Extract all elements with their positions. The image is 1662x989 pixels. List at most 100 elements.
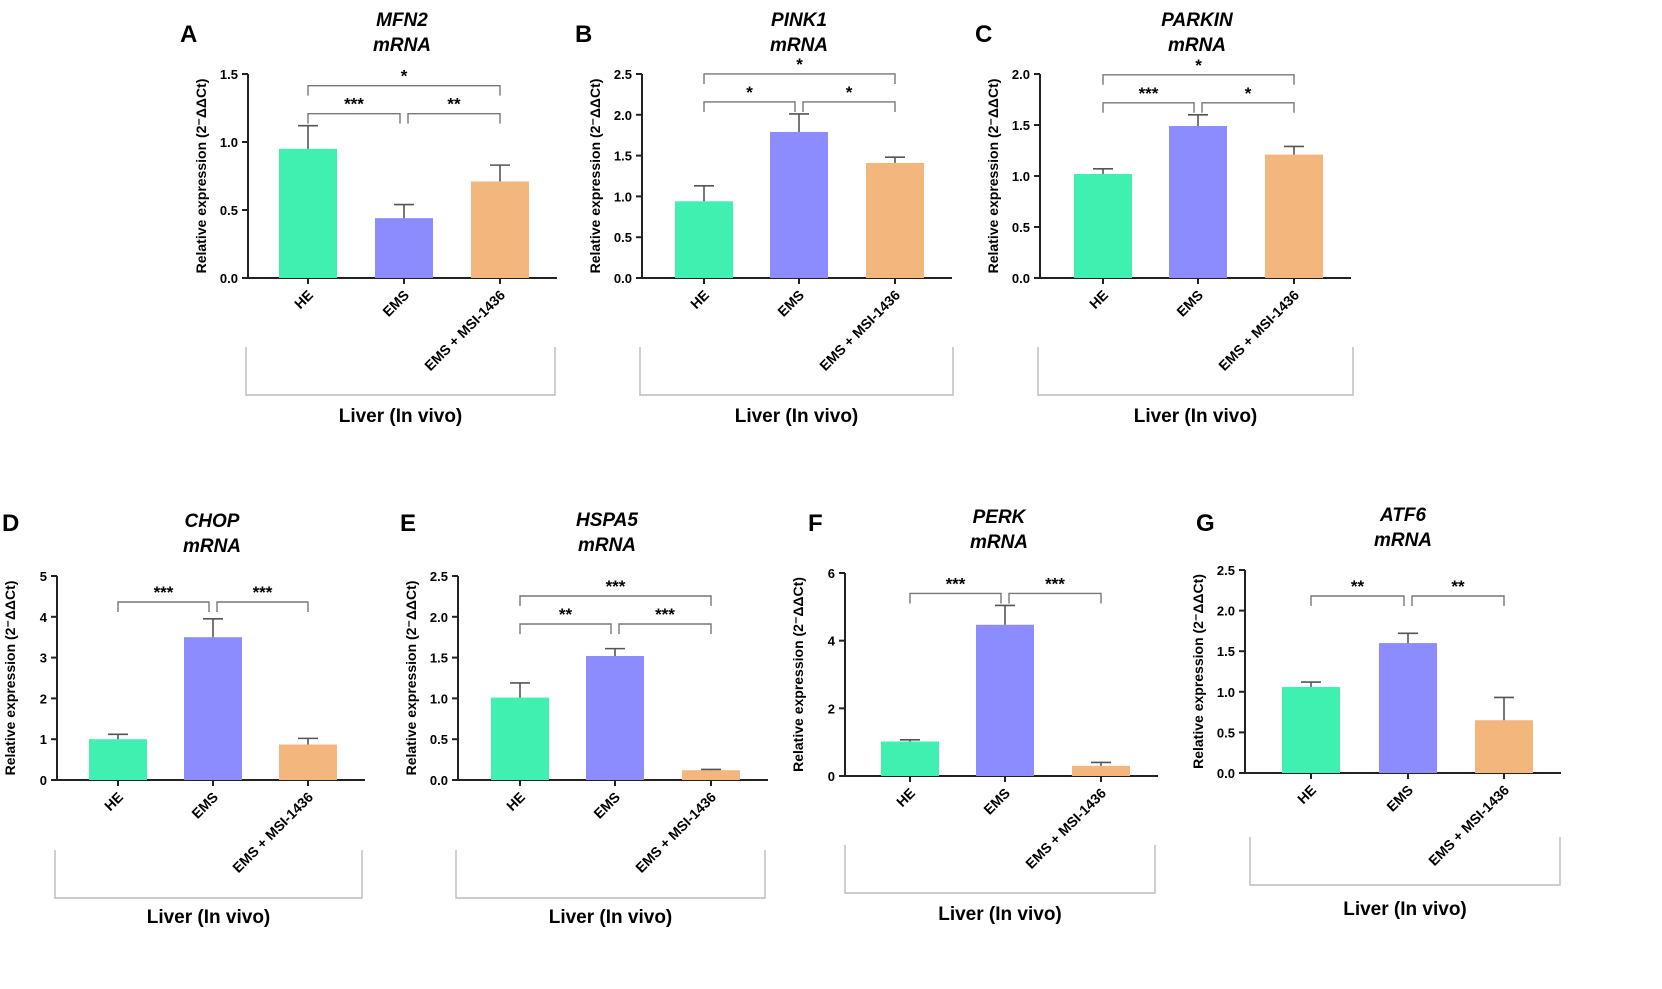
significance-label: *** bbox=[1139, 84, 1159, 103]
panel-title-gene: HSPA5 bbox=[576, 510, 638, 531]
significance-bracket bbox=[307, 112, 401, 124]
bar-ems-msi-1436 bbox=[682, 770, 740, 780]
significance-bracket bbox=[307, 84, 501, 96]
panel-label: D bbox=[2, 510, 19, 537]
significance-label: ** bbox=[1351, 577, 1365, 596]
x-category-label: EMS bbox=[590, 789, 623, 822]
bar-ems bbox=[184, 637, 242, 780]
y-tick-label: 0.5 bbox=[1217, 725, 1235, 740]
y-tick-label: 1.5 bbox=[1217, 644, 1235, 659]
panel-label: A bbox=[180, 21, 197, 48]
significance-bracket bbox=[618, 623, 712, 634]
x-category-label: EMS + MSI-1436 bbox=[1022, 785, 1109, 872]
bar-ems bbox=[586, 655, 644, 780]
panel-title-gene: PARKIN bbox=[1161, 10, 1234, 31]
x-category-label: EMS bbox=[188, 789, 221, 822]
significance-bracket bbox=[802, 101, 896, 112]
significance-label: *** bbox=[655, 605, 675, 624]
panel-title-gene: PERK bbox=[973, 507, 1027, 528]
y-tick-label: 1.0 bbox=[1217, 685, 1235, 700]
group-bracket bbox=[639, 347, 954, 396]
y-tick-label: 1.0 bbox=[220, 135, 238, 150]
x-category-label: EMS + MSI-1436 bbox=[816, 287, 903, 374]
significance-bracket bbox=[519, 623, 612, 634]
panel-title-gene: PINK1 bbox=[771, 10, 827, 31]
panel-label: B bbox=[575, 21, 592, 48]
x-category-label: EMS bbox=[1173, 287, 1206, 320]
panel-label: C bbox=[975, 21, 992, 48]
significance-bracket bbox=[1201, 102, 1295, 113]
significance-label: *** bbox=[606, 577, 626, 596]
y-axis-label: Relative expression (2⁻ΔΔCt) bbox=[587, 79, 603, 274]
panel-e: E HSPA5 mRNA Relative expression (2⁻ΔΔCt) 0.… bbox=[400, 510, 768, 928]
y-tick-label: 0.5 bbox=[430, 732, 448, 747]
bar-he bbox=[89, 739, 147, 780]
significance-label: * bbox=[796, 55, 803, 74]
y-tick-label: 2.5 bbox=[1217, 563, 1235, 578]
x-category-label: HE bbox=[291, 287, 316, 312]
y-tick-label: 5 bbox=[40, 569, 47, 584]
y-tick-label: 0.5 bbox=[614, 230, 632, 245]
bar-he bbox=[1282, 686, 1340, 773]
y-tick-label: 0.0 bbox=[614, 271, 632, 286]
significance-label: *** bbox=[1045, 574, 1065, 593]
bar-ems-msi-1436 bbox=[1475, 720, 1533, 773]
significance-label: *** bbox=[154, 583, 174, 602]
panel-title-gene: ATF6 bbox=[1379, 505, 1427, 526]
y-tick-label: 1.5 bbox=[220, 67, 238, 82]
significance-label: ** bbox=[447, 95, 461, 114]
y-tick-label: 4 bbox=[40, 610, 48, 625]
group-bracket bbox=[844, 845, 1156, 894]
y-tick-label: 1.5 bbox=[614, 149, 632, 164]
panel-label: E bbox=[400, 510, 416, 537]
x-category-label: EMS bbox=[1383, 782, 1416, 815]
y-tick-label: 0.5 bbox=[1012, 220, 1030, 235]
group-label: Liver (In vivo) bbox=[938, 904, 1062, 925]
significance-bracket bbox=[216, 601, 309, 612]
bar-he bbox=[279, 148, 337, 278]
group-bracket bbox=[455, 850, 766, 899]
panel-title-mrna: mRNA bbox=[578, 535, 636, 556]
y-tick-label: 0 bbox=[828, 769, 835, 784]
panel-label: G bbox=[1196, 510, 1215, 537]
group-label: Liver (In vivo) bbox=[1343, 899, 1467, 920]
panel-d: D CHOP mRNA Relative expression (2⁻ΔΔCt) 0 1 2… bbox=[2, 510, 365, 928]
y-tick-label: 2.5 bbox=[430, 569, 448, 584]
group-label: Liver (In vivo) bbox=[147, 907, 271, 928]
y-axis-label: Relative expression (2⁻ΔΔCt) bbox=[193, 79, 209, 274]
significance-bracket bbox=[1102, 74, 1295, 85]
significance-bracket bbox=[703, 101, 796, 112]
significance-bracket bbox=[407, 112, 501, 124]
significance-bracket bbox=[703, 73, 896, 84]
group-bracket bbox=[1249, 837, 1561, 886]
y-tick-label: 3 bbox=[40, 651, 47, 666]
x-category-label: EMS + MSI-1436 bbox=[421, 287, 508, 374]
significance-label: *** bbox=[946, 574, 966, 593]
y-tick-label: 6 bbox=[828, 566, 835, 581]
significance-bracket bbox=[1102, 102, 1195, 113]
significance-label: ** bbox=[1451, 577, 1465, 596]
bar-he bbox=[675, 201, 733, 278]
y-tick-label: 0.5 bbox=[220, 203, 238, 218]
bar-ems bbox=[1169, 126, 1227, 279]
group-bracket bbox=[1037, 347, 1354, 396]
bar-he bbox=[1074, 173, 1132, 278]
group-bracket bbox=[245, 347, 556, 396]
significance-label: * bbox=[1245, 84, 1252, 103]
bar-he bbox=[881, 741, 939, 776]
significance-bracket bbox=[117, 601, 210, 612]
panel-title-mrna: mRNA bbox=[970, 532, 1028, 553]
y-tick-label: 2.0 bbox=[1012, 67, 1030, 82]
y-tick-label: 0.0 bbox=[1012, 271, 1030, 286]
y-tick-label: 0.0 bbox=[220, 271, 238, 286]
significance-label: * bbox=[1195, 56, 1202, 75]
panel-title-mrna: mRNA bbox=[183, 536, 241, 557]
bar-ems bbox=[976, 624, 1034, 776]
bar-ems-msi-1436 bbox=[471, 181, 529, 278]
panel-f: F PERK mRNA Relative expression (2⁻ΔΔCt) 0 2 4… bbox=[790, 507, 1158, 925]
x-category-label: EMS + MSI-1436 bbox=[632, 789, 719, 876]
x-category-label: HE bbox=[101, 789, 126, 814]
y-axis-label: Relative expression (2⁻ΔΔCt) bbox=[1190, 574, 1206, 769]
x-category-label: HE bbox=[503, 789, 528, 814]
